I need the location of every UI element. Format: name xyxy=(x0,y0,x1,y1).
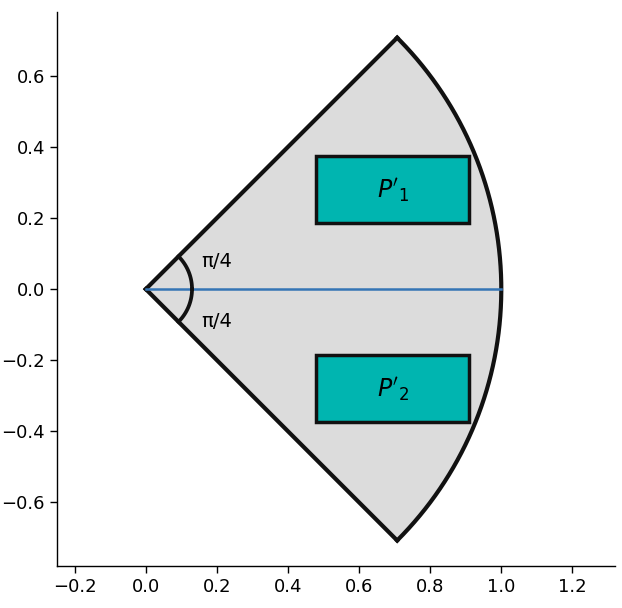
Text: $P'_2$: $P'_2$ xyxy=(377,375,409,402)
Text: π/4: π/4 xyxy=(201,252,232,271)
Bar xyxy=(317,156,470,223)
Text: π/4: π/4 xyxy=(201,312,232,331)
Text: $P'_1$: $P'_1$ xyxy=(377,176,409,204)
Polygon shape xyxy=(146,38,501,541)
Bar xyxy=(317,355,470,423)
